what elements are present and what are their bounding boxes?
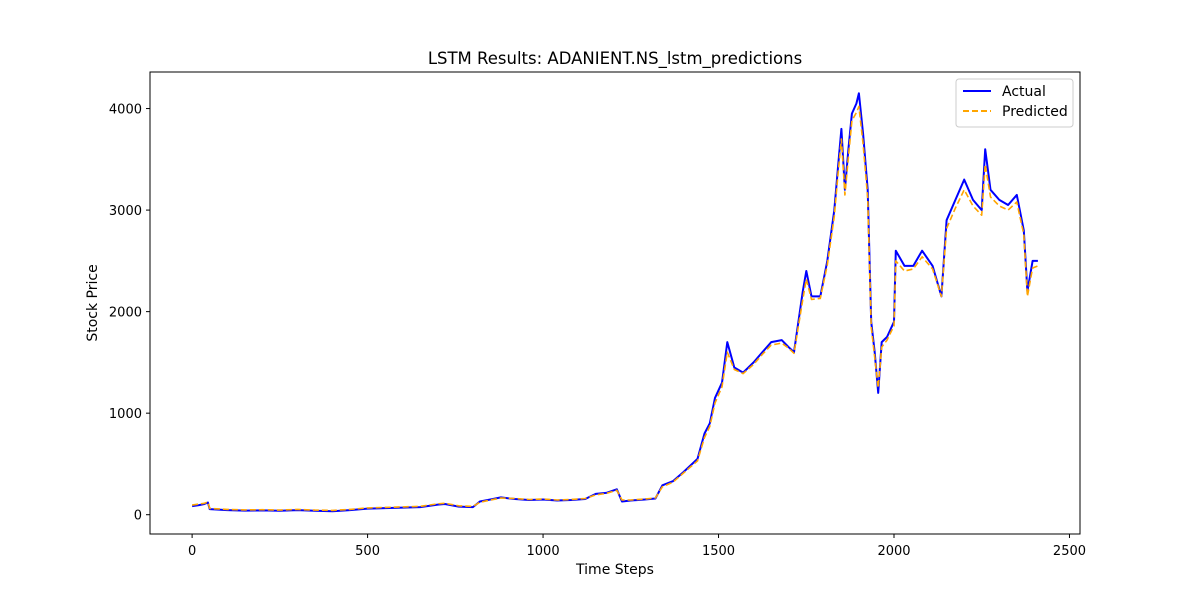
legend: Actual Predicted [955,78,1074,128]
chart-title: LSTM Results: ADANIENT.NS_lstm_predictio… [428,49,802,69]
series-line-actual [191,92,1038,513]
y-tick-label: 1000 [109,407,142,422]
y-tick-label: 2000 [109,306,142,321]
y-tick-label: 4000 [109,103,142,118]
plot-area [191,92,1039,513]
x-tick-label: 1000 [527,544,560,559]
y-tick-label: 3000 [109,204,142,219]
x-tick-label: 500 [355,544,380,559]
legend-label-predicted: Predicted [1002,104,1068,120]
x-tick-label: 1500 [702,544,735,559]
y-axis: 0 1000 2000 3000 4000 [109,103,150,524]
x-tick-label: 2000 [877,544,910,559]
legend-label-actual: Actual [1002,84,1046,100]
y-axis-label: Stock Price [85,264,101,341]
x-axis-label: Time Steps [575,562,654,578]
series-line-predicted [191,105,1039,512]
x-tick-label: 0 [188,544,196,559]
x-axis: 0 500 1000 1500 2000 2500 [188,534,1086,559]
y-tick-label: 0 [134,509,142,524]
x-tick-label: 2500 [1053,544,1086,559]
axes-frame [149,71,1081,535]
